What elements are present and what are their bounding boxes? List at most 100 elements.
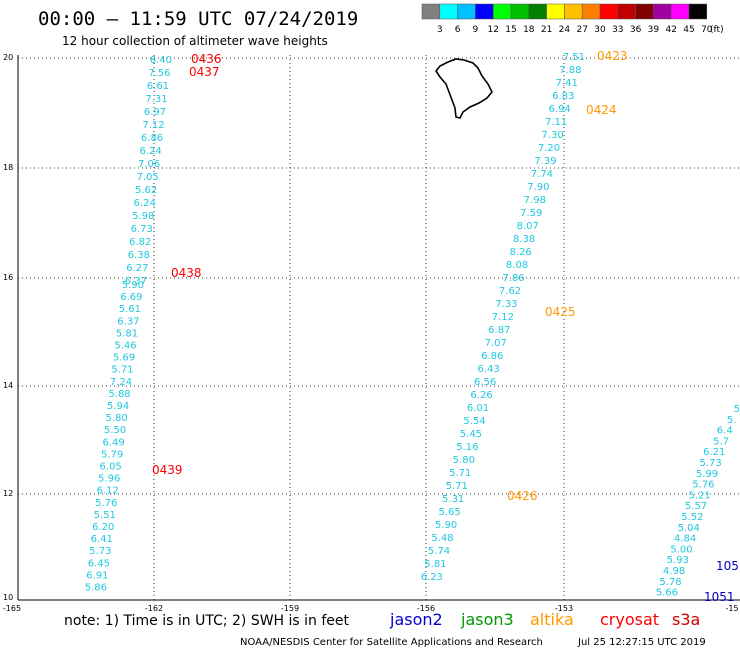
swh-value-label: 7.74 bbox=[531, 169, 553, 180]
colorbar-label: 27 bbox=[576, 25, 587, 35]
swh-value-label: 7.98 bbox=[524, 195, 546, 206]
swh-value-label: 6.24 bbox=[139, 146, 161, 157]
colorbar-unit: (ft) bbox=[710, 25, 724, 35]
longitude-tick-label: -15 bbox=[725, 604, 738, 613]
swh-value-label: 5.73 bbox=[699, 458, 721, 469]
colorbar-label: 15 bbox=[505, 25, 516, 35]
swh-value-label: 5.00 bbox=[670, 544, 692, 555]
swh-value-label: 6.97 bbox=[144, 107, 166, 118]
colorbar-label: 42 bbox=[665, 25, 676, 35]
swh-value-label: 7.41 bbox=[556, 78, 578, 89]
swh-value-label: 5.52 bbox=[681, 512, 703, 523]
latitude-tick-label: 14 bbox=[3, 381, 13, 390]
swh-value-label: 7.90 bbox=[527, 182, 549, 193]
swh-value-label: 5.31 bbox=[442, 494, 464, 505]
swh-value-label: 5.76 bbox=[95, 498, 117, 509]
latitude-tick-label: 18 bbox=[3, 163, 13, 172]
swh-value-label: 7.12 bbox=[142, 120, 164, 131]
swh-value-label: 6.12 bbox=[97, 486, 119, 497]
colorbar-swatch bbox=[492, 3, 512, 20]
colorbar-swatch bbox=[546, 3, 565, 20]
swh-value-label: 5.16 bbox=[456, 442, 478, 453]
swh-value-label: 6.45 bbox=[88, 558, 110, 569]
colorbar-label: 9 bbox=[473, 25, 479, 35]
swh-value-label: 7.86 bbox=[502, 273, 524, 284]
satellite-legend-entry: altika bbox=[530, 610, 574, 629]
colorbar-swatch bbox=[617, 3, 636, 20]
swh-value-label: 5.88 bbox=[108, 389, 130, 400]
latitude-tick-label: 12 bbox=[3, 489, 13, 498]
colorbar-swatch bbox=[653, 3, 672, 20]
colorbar-swatch bbox=[457, 3, 476, 20]
colorbar-swatch bbox=[475, 3, 494, 20]
swh-value-label: 5.73 bbox=[89, 546, 111, 557]
swh-value-label: 7.39 bbox=[534, 156, 556, 167]
swh-value-label: 5.62 bbox=[135, 185, 157, 196]
swh-value-label: 8.07 bbox=[517, 221, 539, 232]
colorbar-label: 12 bbox=[487, 25, 498, 35]
pass-time-label: 0423 bbox=[597, 49, 628, 63]
swh-value-label: 6.87 bbox=[488, 325, 510, 336]
swh-value-label: 7.12 bbox=[492, 312, 514, 323]
colorbar-swatch bbox=[439, 3, 458, 20]
colorbar-label: 3 bbox=[437, 25, 443, 35]
swh-value-label: 6.38 bbox=[128, 250, 150, 261]
pass-time-label: 0424 bbox=[586, 103, 617, 117]
swh-value-label: 7.51 bbox=[563, 52, 585, 63]
swh-value-label: 7.24 bbox=[110, 377, 132, 388]
swh-value-label: 5.81 bbox=[116, 328, 138, 339]
colorbar-label: 24 bbox=[559, 25, 571, 35]
swh-value-label: 7.07 bbox=[485, 338, 507, 349]
latitude-tick-label: 10 bbox=[3, 593, 13, 602]
swh-value-label: 5.96 bbox=[98, 474, 120, 485]
colorbar-swatch bbox=[670, 3, 690, 20]
swh-value-label: 7.20 bbox=[538, 143, 560, 154]
swh-value-label: 5.7 bbox=[713, 436, 729, 447]
swh-value-label: 5.54 bbox=[463, 416, 485, 427]
swh-value-label: 5.51 bbox=[94, 510, 116, 521]
swh-value-label: 6.91 bbox=[86, 570, 108, 581]
latitude-tick-label: 16 bbox=[3, 273, 13, 282]
swh-value-label: 5.61 bbox=[119, 304, 141, 315]
colorbar-swatch bbox=[421, 3, 441, 20]
swh-value-label: 6.82 bbox=[129, 237, 151, 248]
colorbar-label: 21 bbox=[541, 25, 552, 35]
swh-value-label: 6.73 bbox=[131, 224, 153, 235]
swh-value-label: 5.99 bbox=[696, 469, 718, 480]
colorbar-swatch bbox=[564, 3, 583, 20]
swh-value-label: 6.94 bbox=[549, 104, 571, 115]
satellite-legend-entry: cryosat bbox=[600, 610, 659, 629]
swh-value-label: 6.26 bbox=[470, 390, 492, 401]
colorbar-label: 70 bbox=[701, 25, 713, 35]
swh-value-label: 7.33 bbox=[495, 299, 517, 310]
longitude-tick-label: -159 bbox=[281, 604, 299, 613]
swh-value-label: 6.05 bbox=[100, 462, 122, 473]
swh-value-label: 5.57 bbox=[685, 501, 707, 512]
colorbar-swatch bbox=[599, 3, 619, 20]
map-title: 00:00 – 11:59 UTC 07/24/2019 bbox=[38, 8, 358, 30]
swh-value-label: 8.38 bbox=[513, 234, 535, 245]
swh-value-label: 6.69 bbox=[120, 292, 142, 303]
swh-value-label: 5.76 bbox=[692, 480, 714, 491]
swh-value-label: 7.31 bbox=[145, 94, 167, 105]
colorbar-label: 33 bbox=[612, 25, 623, 35]
swh-value-label: 6.24 bbox=[134, 198, 156, 209]
longitude-tick-label: -153 bbox=[555, 604, 573, 613]
swh-value-label: 5.74 bbox=[428, 546, 450, 557]
swh-value-label: 4.98 bbox=[663, 566, 685, 577]
longitude-tick-label: -156 bbox=[417, 604, 435, 613]
swh-value-label: 7.05 bbox=[136, 172, 158, 183]
latitude-tick-label: 20 bbox=[3, 53, 13, 62]
swh-value-label: 6.21 bbox=[703, 447, 725, 458]
swh-value-label: 5.90 bbox=[435, 520, 457, 531]
swh-value-label: 6.61 bbox=[147, 81, 169, 92]
swh-value-label: 5.50 bbox=[104, 425, 126, 436]
units-note: note: 1) Time is in UTC; 2) SWH is in fe… bbox=[64, 613, 350, 629]
colorbar-label: 18 bbox=[523, 25, 535, 35]
swh-value-label: 5 bbox=[734, 404, 740, 415]
swh-value-label: 5.86 bbox=[85, 583, 107, 594]
swh-value-label: 5.80 bbox=[453, 455, 475, 466]
